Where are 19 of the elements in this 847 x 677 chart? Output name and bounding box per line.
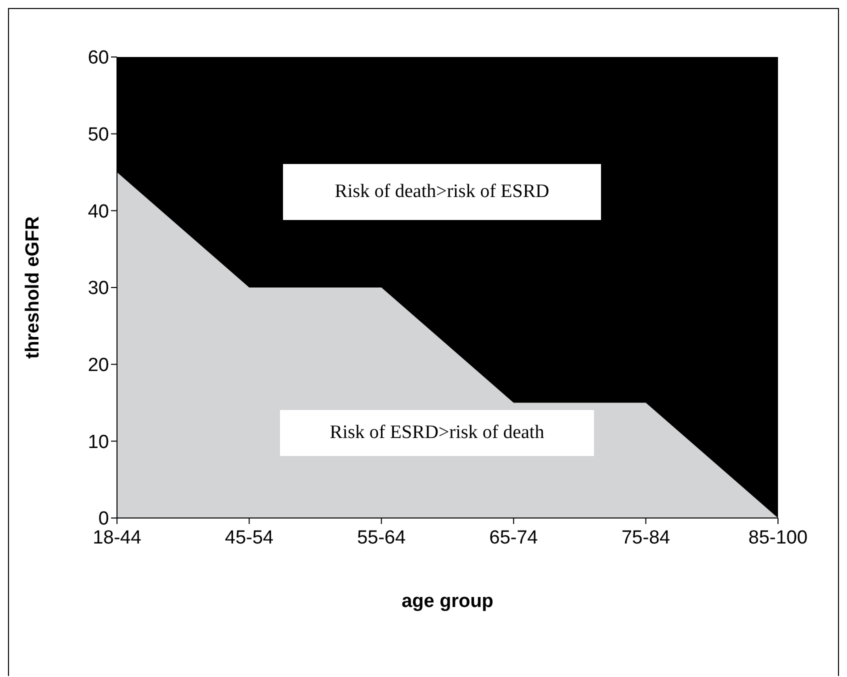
annotation: Risk of death>risk of ESRD xyxy=(334,181,550,203)
x-tick-label: 45-54 xyxy=(224,527,274,548)
x-tick-label: 65-74 xyxy=(489,527,538,548)
x-tick-label: 18-44 xyxy=(92,527,142,548)
x-axis-title: age group xyxy=(402,591,494,612)
x-tick-label: 75-84 xyxy=(621,527,671,548)
y-tick-label: 10 xyxy=(88,432,109,453)
y-tick-label: 40 xyxy=(88,201,109,222)
text-box: Risk of ESRD>risk of death xyxy=(280,410,594,456)
x-tick-label: 85-100 xyxy=(748,527,808,548)
y-tick-label: 0 xyxy=(98,508,109,530)
x-tick-label: 55-64 xyxy=(357,527,406,548)
y-axis-title: threshold eGFR xyxy=(22,216,44,359)
text-box: Risk of death>risk of ESRD xyxy=(283,164,601,220)
y-tick-label: 30 xyxy=(88,278,109,300)
y-tick-label: 60 xyxy=(88,48,109,69)
y-tick-label: 20 xyxy=(88,355,109,376)
y-tick-label: 50 xyxy=(88,124,109,146)
annotation: Risk of ESRD>risk of death xyxy=(330,422,544,444)
